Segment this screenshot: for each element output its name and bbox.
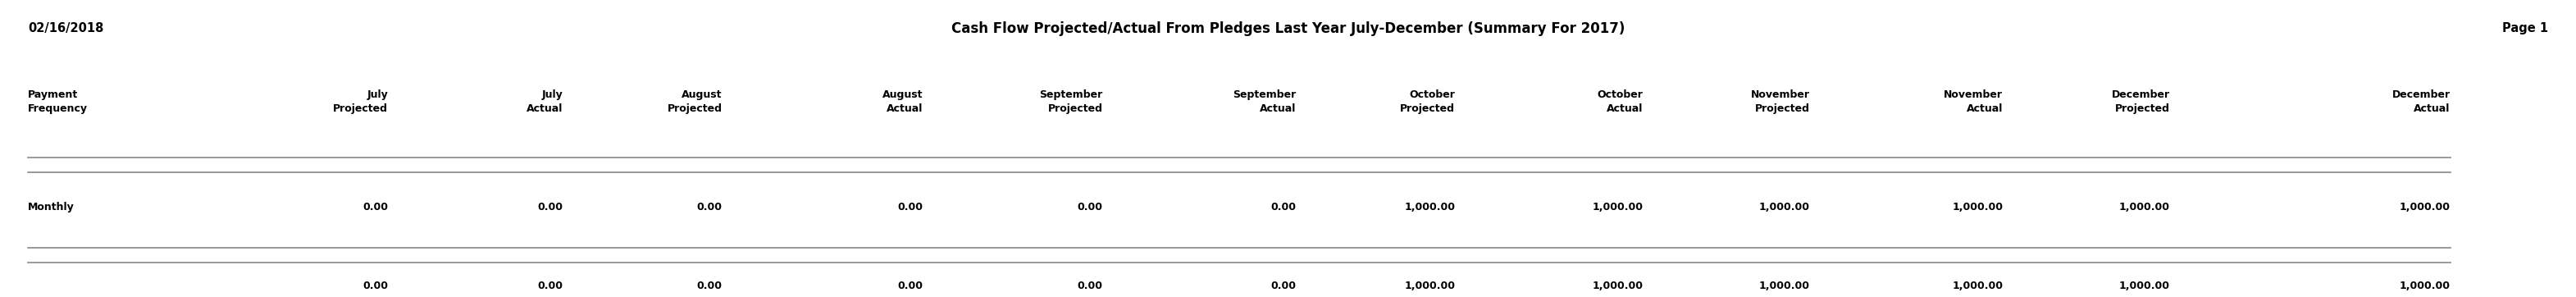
Text: Payment
Frequency: Payment Frequency — [28, 89, 88, 114]
Text: 0.00: 0.00 — [363, 281, 389, 291]
Text: 1,000.00: 1,000.00 — [1953, 202, 2004, 212]
Text: 0.00: 0.00 — [698, 281, 721, 291]
Text: July
Actual: July Actual — [526, 89, 562, 114]
Text: 1,000.00: 1,000.00 — [2398, 281, 2450, 291]
Text: 1,000.00: 1,000.00 — [1404, 202, 1455, 212]
Text: 02/16/2018: 02/16/2018 — [28, 23, 103, 35]
Text: 0.00: 0.00 — [1270, 281, 1296, 291]
Text: 0.00: 0.00 — [1077, 202, 1103, 212]
Text: December
Actual: December Actual — [2393, 89, 2450, 114]
Text: 1,000.00: 1,000.00 — [1592, 281, 1643, 291]
Text: September
Actual: September Actual — [1231, 89, 1296, 114]
Text: Page 1: Page 1 — [2501, 23, 2548, 35]
Text: 0.00: 0.00 — [896, 202, 922, 212]
Text: November
Actual: November Actual — [1945, 89, 2004, 114]
Text: August
Actual: August Actual — [881, 89, 922, 114]
Text: October
Projected: October Projected — [1401, 89, 1455, 114]
Text: 1,000.00: 1,000.00 — [1953, 281, 2004, 291]
Text: 1,000.00: 1,000.00 — [1759, 281, 1811, 291]
Text: 0.00: 0.00 — [1077, 281, 1103, 291]
Text: Cash Flow Projected/Actual From Pledges Last Year July-December (Summary For 201: Cash Flow Projected/Actual From Pledges … — [951, 21, 1625, 36]
Text: Monthly: Monthly — [28, 202, 75, 212]
Text: 1,000.00: 1,000.00 — [2120, 202, 2169, 212]
Text: 1,000.00: 1,000.00 — [2398, 202, 2450, 212]
Text: September
Projected: September Projected — [1041, 89, 1103, 114]
Text: 0.00: 0.00 — [363, 202, 389, 212]
Text: 1,000.00: 1,000.00 — [1592, 202, 1643, 212]
Text: 0.00: 0.00 — [538, 202, 562, 212]
Text: 0.00: 0.00 — [896, 281, 922, 291]
Text: 0.00: 0.00 — [538, 281, 562, 291]
Text: 0.00: 0.00 — [698, 202, 721, 212]
Text: 1,000.00: 1,000.00 — [2120, 281, 2169, 291]
Text: 1,000.00: 1,000.00 — [1404, 281, 1455, 291]
Text: 0.00: 0.00 — [1270, 202, 1296, 212]
Text: 1,000.00: 1,000.00 — [1759, 202, 1811, 212]
Text: December
Projected: December Projected — [2112, 89, 2169, 114]
Text: November
Projected: November Projected — [1752, 89, 1811, 114]
Text: July
Projected: July Projected — [332, 89, 389, 114]
Text: August
Projected: August Projected — [667, 89, 721, 114]
Text: October
Actual: October Actual — [1597, 89, 1643, 114]
